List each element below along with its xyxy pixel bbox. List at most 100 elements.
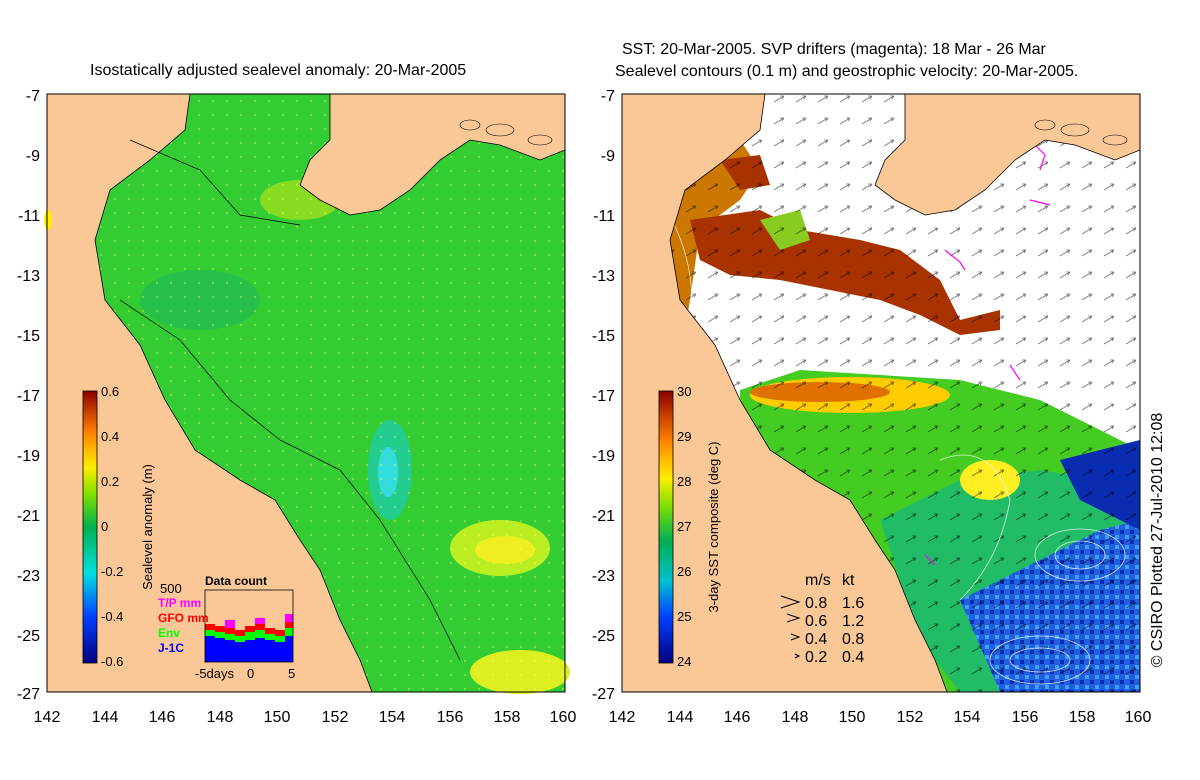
arrow-0-8-icon (780, 595, 801, 609)
left-y-tick: -11 (18, 208, 40, 225)
sla-colorbar-tick: 0.4 (101, 429, 119, 444)
velocity-header-kt: kt (842, 572, 855, 589)
sst-colorbar-tick: 24 (677, 654, 691, 669)
left-x-tick: 160 (550, 709, 577, 726)
sst-colorbar-tick: 28 (677, 474, 691, 489)
left-x-tick: 156 (437, 709, 464, 726)
arrow-0-6-icon (786, 613, 801, 623)
data-count-max: 500 (160, 581, 182, 596)
velocity-legend: m/s kt 0.8 1.6 0.6 1.2 0.4 0.8 0.2 0.4 (780, 572, 864, 666)
sst-colorbar-tick: 30 (677, 384, 691, 399)
land-australia (46, 93, 373, 693)
left-axes: -7 -9 -11 -13 -15 -17 -19 -21 -23 -25 -2… (17, 88, 577, 726)
right-x-tick: 146 (724, 709, 751, 726)
left-y-tick: -9 (26, 148, 40, 165)
left-y-tick: -25 (17, 628, 40, 645)
right-y-tick: -9 (601, 148, 615, 165)
arrow-0-4-icon (790, 633, 801, 641)
data-count-bars (205, 614, 293, 662)
right-y-tick: -17 (592, 388, 615, 405)
left-y-tick: -21 (17, 508, 40, 525)
legend-gfo: GFO mm (158, 611, 209, 625)
left-y-tick: -7 (26, 88, 40, 105)
sla-colorbar-tick: 0 (101, 519, 108, 534)
velocity-ms: 0.6 (805, 613, 827, 630)
left-x-tick: 152 (322, 709, 349, 726)
data-count-x-label: -5days (195, 666, 235, 681)
left-edge-blob (44, 210, 52, 230)
velocity-header-ms: m/s (805, 572, 831, 589)
right-x-tick: 142 (609, 709, 636, 726)
right-y-tick: -21 (592, 508, 615, 525)
sla-colorbar-tick: 0.2 (101, 474, 119, 489)
right-y-tick: -11 (593, 208, 615, 225)
legend-tp: T/P mm (158, 596, 201, 610)
velocity-kt: 1.6 (842, 595, 864, 612)
sst-colorbar-label: 3-day SST composite (deg C) (706, 442, 721, 613)
right-x-tick: 148 (782, 709, 809, 726)
right-colorbar: 30 29 28 27 26 25 24 3-day SST composite… (658, 384, 721, 669)
right-map-title-line2: Sealevel contours (0.1 m) and geostrophi… (615, 63, 1079, 80)
island-right-2 (1060, 123, 1090, 137)
sst-colorbar-ramp (658, 390, 674, 664)
left-y-tick: -13 (17, 268, 40, 285)
sla-colorbar-ramp (82, 390, 98, 664)
legend-env: Env (158, 626, 180, 640)
right-x-tick: 154 (954, 709, 981, 726)
left-y-tick: -27 (17, 686, 40, 703)
right-x-tick: 158 (1069, 709, 1096, 726)
left-y-tick: -23 (17, 568, 40, 585)
right-y-tick: -7 (601, 88, 615, 105)
velocity-kt: 0.8 (842, 631, 864, 648)
data-count-frame (204, 589, 294, 663)
sla-colorbar-tick: -0.6 (101, 654, 123, 669)
sla-colorbar-tick: -0.2 (101, 564, 123, 579)
right-map-frame (621, 93, 1141, 693)
left-x-tick: 150 (264, 709, 291, 726)
velocity-kt: 0.4 (842, 649, 864, 666)
left-map (44, 93, 570, 694)
data-count-title: Data count (205, 574, 267, 588)
sla-colorbar-tick: -0.4 (101, 609, 123, 624)
island-right-3 (1102, 134, 1128, 146)
legend-j1c: J-1C (158, 641, 184, 655)
left-x-tick: 148 (207, 709, 234, 726)
island-1 (459, 119, 481, 131)
sst-colorbar-tick: 26 (677, 564, 691, 579)
sst-colorbar-tick: 25 (677, 609, 691, 624)
sst-colorbar-tick: 27 (677, 519, 691, 534)
velocity-ms: 0.2 (805, 649, 827, 666)
land-australia-right (621, 93, 948, 693)
left-map-frame (46, 93, 566, 693)
right-x-tick: 152 (897, 709, 924, 726)
data-count-inset: Data count 500 T/P mm GFO mm Env J-1C -5… (158, 574, 295, 681)
left-colorbar: 0.6 0.4 0.2 0 -0.2 -0.4 -0.6 Sealevel an… (82, 384, 155, 669)
left-x-tick: 142 (34, 709, 61, 726)
left-y-tick: -15 (17, 328, 40, 345)
right-x-tick: 156 (1012, 709, 1039, 726)
island-right-1 (1034, 119, 1056, 131)
island-3 (527, 134, 553, 146)
data-count-x-label: 0 (247, 666, 254, 681)
velocity-ms: 0.4 (805, 631, 827, 648)
left-y-tick: -17 (17, 388, 40, 405)
arrow-0-2-icon (794, 653, 801, 659)
left-x-tick: 144 (92, 709, 119, 726)
velocity-kt: 1.2 (842, 613, 864, 630)
right-y-tick: -27 (592, 686, 615, 703)
left-y-tick: -19 (17, 448, 40, 465)
left-map-title: Isostatically adjusted sealevel anomaly:… (90, 62, 467, 79)
island-2 (485, 123, 515, 137)
right-y-tick: -13 (592, 268, 615, 285)
bathymetry-contour (119, 139, 461, 661)
right-map (621, 93, 1141, 693)
left-x-tick: 158 (494, 709, 521, 726)
velocity-ms: 0.8 (805, 595, 827, 612)
sla-colorbar-tick: 0.6 (101, 384, 119, 399)
right-x-tick: 144 (667, 709, 694, 726)
sla-colorbar-label: Sealevel anomaly (m) (140, 464, 155, 590)
right-axes: -7 -9 -11 -13 -15 -17 -19 -21 -23 -25 -2… (592, 88, 1152, 726)
right-y-tick: -15 (592, 328, 615, 345)
right-y-tick: -19 (592, 448, 615, 465)
